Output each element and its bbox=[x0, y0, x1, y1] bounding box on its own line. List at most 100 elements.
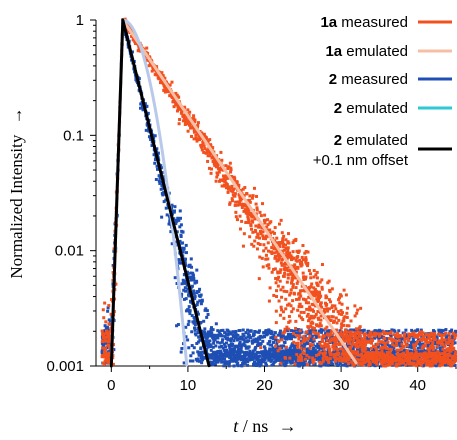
data-point bbox=[215, 171, 219, 175]
data-point bbox=[159, 78, 163, 82]
data-point bbox=[265, 264, 269, 268]
data-point bbox=[245, 192, 249, 196]
data-point bbox=[159, 187, 163, 191]
data-point bbox=[419, 330, 423, 334]
data-point bbox=[286, 248, 290, 252]
data-point bbox=[349, 319, 353, 323]
data-point bbox=[206, 313, 210, 316]
data-point bbox=[300, 263, 304, 267]
data-point bbox=[184, 289, 188, 293]
data-point bbox=[387, 347, 391, 351]
data-point bbox=[307, 348, 311, 352]
data-point bbox=[369, 341, 373, 345]
data-point bbox=[431, 349, 435, 353]
data-point bbox=[291, 273, 295, 277]
data-point bbox=[339, 332, 343, 336]
data-point bbox=[326, 363, 330, 367]
data-point bbox=[288, 293, 292, 297]
data-point bbox=[164, 198, 168, 202]
data-point bbox=[299, 353, 303, 357]
data-point bbox=[102, 355, 106, 359]
data-point bbox=[267, 263, 271, 267]
data-point bbox=[447, 337, 451, 341]
data-point bbox=[202, 144, 206, 148]
data-point bbox=[197, 353, 201, 357]
data-point bbox=[264, 331, 268, 335]
data-point bbox=[345, 364, 349, 368]
data-point bbox=[313, 348, 317, 352]
data-point bbox=[203, 147, 207, 151]
data-point bbox=[146, 51, 150, 55]
data-point bbox=[191, 351, 195, 355]
data-point bbox=[263, 352, 267, 356]
data-point bbox=[304, 250, 308, 253]
data-point bbox=[246, 359, 250, 363]
data-point bbox=[295, 297, 299, 301]
data-point bbox=[220, 360, 224, 364]
data-point bbox=[297, 355, 301, 359]
data-point bbox=[153, 161, 157, 165]
data-point bbox=[432, 335, 436, 339]
data-point bbox=[233, 192, 237, 196]
data-point bbox=[302, 275, 306, 279]
data-point bbox=[381, 352, 385, 356]
data-point bbox=[310, 338, 314, 342]
data-point bbox=[435, 336, 439, 340]
data-point bbox=[306, 332, 310, 336]
data-point bbox=[283, 359, 287, 363]
data-point bbox=[188, 110, 192, 114]
data-point bbox=[160, 215, 164, 219]
data-point bbox=[198, 338, 202, 342]
data-point bbox=[249, 211, 253, 215]
data-point bbox=[356, 350, 360, 354]
data-point bbox=[347, 334, 351, 338]
data-point bbox=[450, 345, 454, 349]
data-point bbox=[294, 348, 298, 352]
data-point bbox=[266, 249, 270, 253]
data-point bbox=[242, 334, 246, 338]
data-point bbox=[309, 336, 313, 340]
data-point bbox=[335, 321, 339, 325]
data-point bbox=[303, 357, 307, 361]
x-tick-label: 20 bbox=[256, 377, 273, 394]
data-point bbox=[294, 342, 298, 346]
data-point bbox=[204, 136, 208, 140]
data-point bbox=[385, 343, 389, 347]
data-point bbox=[184, 257, 188, 261]
data-point bbox=[162, 88, 166, 92]
data-point bbox=[311, 321, 315, 325]
data-point bbox=[289, 350, 293, 354]
data-point bbox=[202, 132, 206, 136]
data-point bbox=[306, 362, 310, 366]
data-point bbox=[417, 338, 421, 342]
data-point bbox=[306, 261, 310, 265]
data-point bbox=[425, 350, 429, 354]
data-point bbox=[223, 357, 227, 361]
data-point bbox=[213, 355, 217, 359]
data-point bbox=[293, 266, 297, 270]
data-point bbox=[285, 337, 289, 341]
data-point bbox=[433, 356, 437, 360]
data-point bbox=[445, 348, 449, 352]
data-point bbox=[193, 317, 197, 321]
data-point bbox=[210, 331, 214, 335]
data-point bbox=[368, 335, 372, 339]
data-point bbox=[105, 326, 109, 330]
data-point bbox=[300, 289, 304, 293]
data-point bbox=[363, 332, 367, 336]
data-point bbox=[319, 304, 323, 308]
data-point bbox=[332, 338, 336, 342]
data-point bbox=[261, 234, 265, 238]
data-point bbox=[195, 291, 199, 295]
data-point bbox=[412, 346, 416, 350]
data-point bbox=[312, 269, 316, 273]
data-point bbox=[290, 270, 294, 274]
data-point bbox=[213, 356, 217, 360]
data-point bbox=[178, 216, 182, 220]
data-point bbox=[211, 328, 215, 332]
data-point bbox=[400, 346, 404, 350]
data-point bbox=[305, 349, 309, 353]
data-point bbox=[265, 225, 269, 229]
data-point bbox=[383, 341, 387, 345]
data-point bbox=[195, 268, 199, 272]
